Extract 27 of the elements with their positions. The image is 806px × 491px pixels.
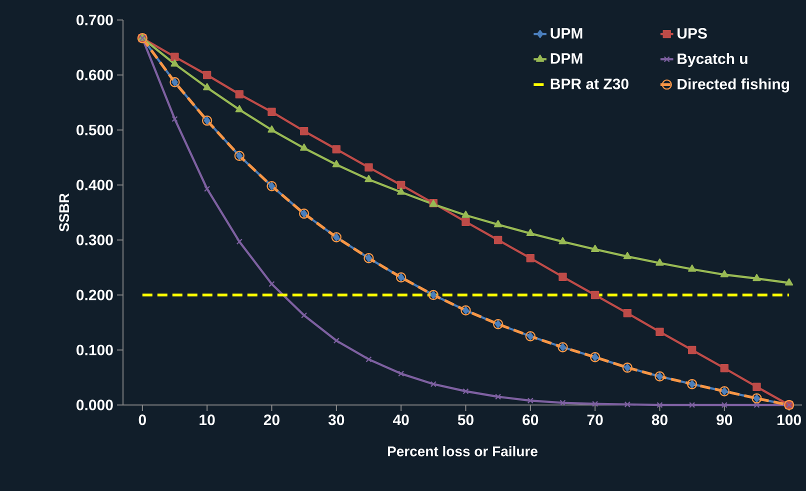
x-tick-label: 80 (652, 414, 668, 426)
y-tick-label: 0.100 (76, 344, 113, 356)
x-tick-label: 60 (522, 414, 538, 426)
x-tick-label: 50 (458, 414, 474, 426)
x-tick-label: 30 (328, 414, 344, 426)
y-tick-label: 0.400 (76, 180, 113, 190)
legend-label: Bycatch u (678, 53, 748, 67)
y-tick-label: 0.200 (76, 290, 113, 300)
x-tick-label: 20 (264, 414, 280, 426)
x-tick-label: 0 (138, 414, 146, 426)
y-tick-label: 0.600 (76, 70, 113, 80)
legend-label: DPM (550, 53, 582, 64)
y-axis-title: SSBR (59, 193, 70, 232)
legend-label: Directed fishing (678, 78, 789, 92)
legend-label: BPR at Z30 (550, 78, 628, 90)
x-tick-label: 10 (200, 414, 215, 426)
x-axis-title: Percent loss or Failure (388, 446, 538, 456)
legend-label: UPS (678, 28, 707, 39)
y-tick-label: 0.000 (76, 400, 113, 410)
x-tick-label: 90 (716, 414, 732, 426)
x-tick-label: 70 (587, 414, 603, 426)
x-tick-label: 100 (778, 414, 801, 426)
y-tick-label: 0.500 (76, 124, 113, 136)
legend-label: UPM (550, 28, 582, 39)
y-tick-label: 0.300 (76, 234, 113, 246)
y-tick-label: 0.700 (76, 14, 113, 26)
x-tick-label: 40 (392, 414, 409, 426)
